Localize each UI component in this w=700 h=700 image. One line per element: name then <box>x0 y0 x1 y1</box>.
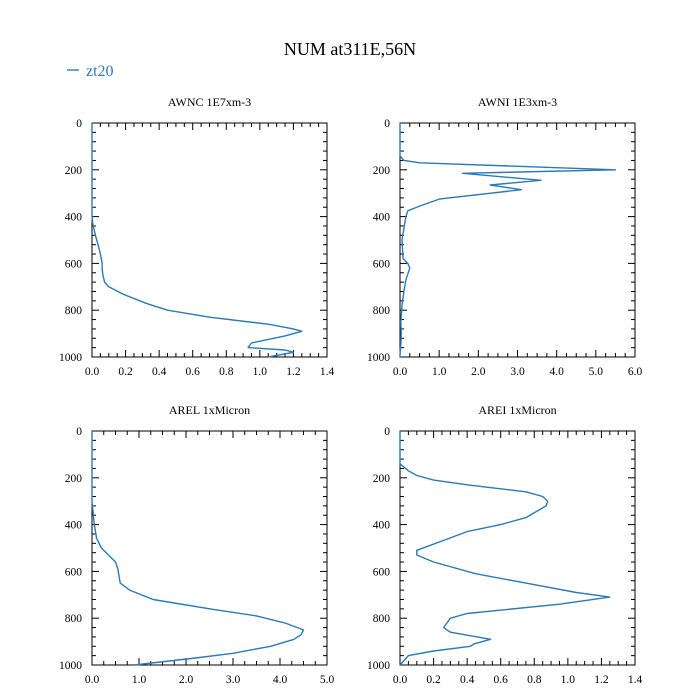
x-tick-label: 1.2 <box>594 674 609 686</box>
y-tick-label: 200 <box>65 473 83 485</box>
x-tick-label: 0.0 <box>85 674 100 686</box>
panel-3: AREL 1xMicron 0.0 1.0 2.0 3.0 4.0 5.0 0 200 400 60… <box>59 403 334 686</box>
panel-2: AWNI 1E3xm-3 0.0 1.0 2.0 3.0 4.0 5.0 6.0 0 200 400… <box>367 95 642 378</box>
x-tick-label: 1.0 <box>132 674 147 686</box>
x-tick-label: 0.4 <box>152 366 167 378</box>
x-tick-label: 5.0 <box>320 674 335 686</box>
plot-frame <box>399 430 636 666</box>
panel-title: AREI 1xMicron <box>478 403 556 417</box>
y-tick-label: 400 <box>65 520 83 532</box>
panel-4: AREI 1xMicron 0.0 0.2 0.4 0.6 0.8 1.0 1.2 1.4 0 20… <box>367 403 642 686</box>
x-tick-label: 0.8 <box>527 674 542 686</box>
x-tick-label: 0.6 <box>186 366 201 378</box>
x-tick-label: 0.6 <box>494 674 509 686</box>
panel-title: AWNC 1E7xm-3 <box>168 95 251 109</box>
y-tick-label: 1000 <box>367 352 390 364</box>
y-tick-label: 600 <box>65 258 83 270</box>
x-tick-label: 1.0 <box>432 366 447 378</box>
x-tick-label: 3.0 <box>510 366 525 378</box>
y-tick-label: 200 <box>65 165 83 177</box>
x-tick-label: 6.0 <box>628 366 643 378</box>
y-tick-label: 0 <box>76 118 82 130</box>
legend: zt20 <box>67 63 114 80</box>
legend-label: zt20 <box>86 63 114 80</box>
x-tick-label: 2.0 <box>179 674 194 686</box>
x-tick-label: 4.0 <box>273 674 288 686</box>
x-tick-label: 0.0 <box>85 366 100 378</box>
x-tick-label: 1.4 <box>320 366 335 378</box>
y-tick-label: 200 <box>373 473 391 485</box>
y-tick-label: 0 <box>384 426 390 438</box>
x-tick-label: 5.0 <box>589 366 604 378</box>
panels: AWNC 1E7xm-3 0.0 0.2 0.4 0.6 0.8 1.0 1.2 1.4 0 200… <box>59 95 642 686</box>
x-tick-label: 1.2 <box>286 366 301 378</box>
series-line-zt20 <box>399 123 617 357</box>
x-tick-label: 3.0 <box>226 674 241 686</box>
x-tick-label: 1.0 <box>561 674 576 686</box>
y-tick-label: 400 <box>373 212 391 224</box>
x-tick-label: 4.0 <box>549 366 564 378</box>
y-tick-label: 1000 <box>59 660 82 672</box>
y-tick-label: 600 <box>373 566 391 578</box>
plot-frame <box>91 122 328 358</box>
y-tick-label: 800 <box>373 613 391 625</box>
y-tick-label: 1000 <box>59 352 82 364</box>
y-tick-label: 400 <box>65 212 83 224</box>
x-tick-label: 1.0 <box>253 366 268 378</box>
panel-title: AWNI 1E3xm-3 <box>478 95 557 109</box>
series-line-zt20 <box>91 123 303 358</box>
x-tick-label: 0.0 <box>393 366 408 378</box>
x-tick-label: 1.4 <box>628 674 643 686</box>
y-tick-label: 800 <box>65 305 83 317</box>
y-tick-label: 600 <box>65 566 83 578</box>
series-line-zt20 <box>91 431 305 666</box>
y-tick-label: 1000 <box>367 660 390 672</box>
x-tick-label: 0.0 <box>393 674 408 686</box>
panel-1: AWNC 1E7xm-3 0.0 0.2 0.4 0.6 0.8 1.0 1.2 1.4 0 200… <box>59 95 334 378</box>
plot-frame <box>399 122 636 358</box>
x-tick-label: 0.8 <box>219 366 234 378</box>
y-tick-label: 0 <box>384 118 390 130</box>
x-tick-label: 0.2 <box>118 366 133 378</box>
y-tick-label: 0 <box>76 426 82 438</box>
plot-frame <box>91 430 328 666</box>
y-tick-label: 400 <box>373 520 391 532</box>
panel-title: AREL 1xMicron <box>169 403 250 417</box>
x-tick-label: 0.4 <box>460 674 475 686</box>
y-tick-label: 800 <box>373 305 391 317</box>
x-tick-label: 0.2 <box>426 674 441 686</box>
x-tick-label: 2.0 <box>471 366 486 378</box>
series-line-zt20 <box>399 431 611 666</box>
y-tick-label: 200 <box>373 165 391 177</box>
y-tick-label: 600 <box>373 258 391 270</box>
chart-title: NUM at311E,56N <box>284 39 416 59</box>
y-tick-label: 800 <box>65 613 83 625</box>
